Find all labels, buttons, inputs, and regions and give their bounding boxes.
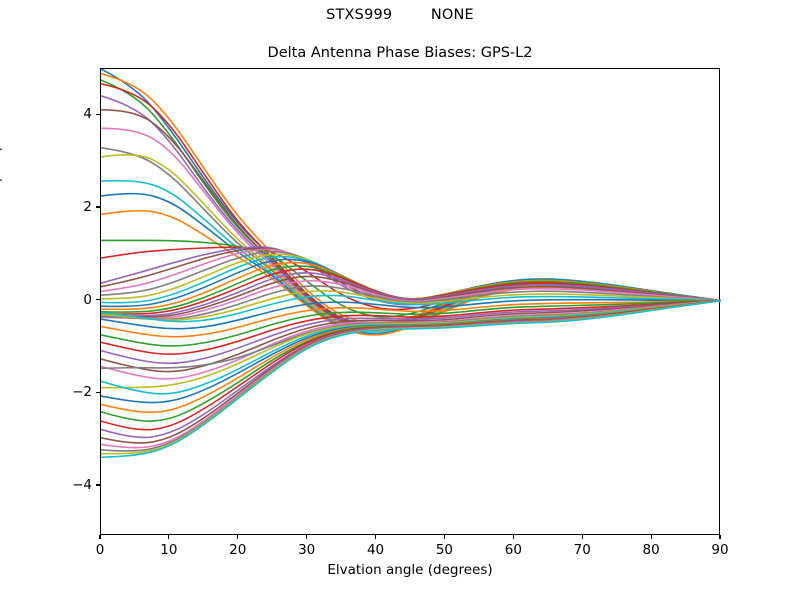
x-tick-mark <box>512 535 514 539</box>
series-line <box>101 279 721 320</box>
x-tick-mark <box>650 535 652 539</box>
x-tick-mark <box>99 535 101 539</box>
y-tick-label: 2 <box>83 198 92 215</box>
y-tick-label: 0 <box>83 291 92 308</box>
series-line <box>101 299 721 373</box>
series-line <box>101 299 721 338</box>
x-tick-label: 70 <box>573 542 591 558</box>
x-tick-mark <box>581 535 583 539</box>
x-axis-label: Elvation angle (degrees) <box>327 562 493 578</box>
series-line <box>101 299 721 355</box>
x-tick-label: 40 <box>366 542 385 558</box>
y-tick-label: −4 <box>72 476 92 493</box>
y-tick-label: 4 <box>83 106 92 123</box>
x-tick-mark <box>306 535 308 539</box>
x-tick-mark <box>719 535 721 539</box>
series-line <box>101 299 721 347</box>
y-tick-label: −2 <box>72 384 92 401</box>
series-line <box>101 275 721 318</box>
series-line <box>101 299 721 459</box>
y-tick-mark <box>96 391 100 393</box>
series-line <box>101 298 721 330</box>
x-tick-label: 80 <box>642 542 660 558</box>
series-line <box>101 285 721 321</box>
series-lines-svg <box>101 69 721 459</box>
chart-title: Delta Antenna Phase Biases: GPS-L2 <box>267 45 533 61</box>
y-tick-mark <box>96 113 100 115</box>
y-tick-mark <box>96 484 100 486</box>
x-tick-label: 20 <box>229 542 247 558</box>
series-line <box>101 272 721 317</box>
x-tick-label: 50 <box>435 542 454 558</box>
x-tick-label: 30 <box>298 542 316 558</box>
x-tick-mark <box>443 535 445 539</box>
series-line <box>101 290 721 321</box>
x-tick-mark <box>237 535 239 539</box>
x-tick-label: 0 <box>95 542 105 558</box>
y-tick-mark <box>96 206 100 208</box>
x-tick-mark <box>168 535 170 539</box>
plot-area <box>100 68 721 535</box>
figure-suptitle: STXS999 NONE <box>326 7 474 23</box>
series-line <box>101 294 721 323</box>
x-tick-label: 90 <box>711 542 729 558</box>
x-tick-label: 60 <box>504 542 522 558</box>
y-axis-label: Bias from mean (mm) <box>0 145 5 294</box>
y-tick-mark <box>96 299 100 301</box>
x-tick-label: 10 <box>160 542 178 558</box>
x-tick-mark <box>375 535 377 539</box>
